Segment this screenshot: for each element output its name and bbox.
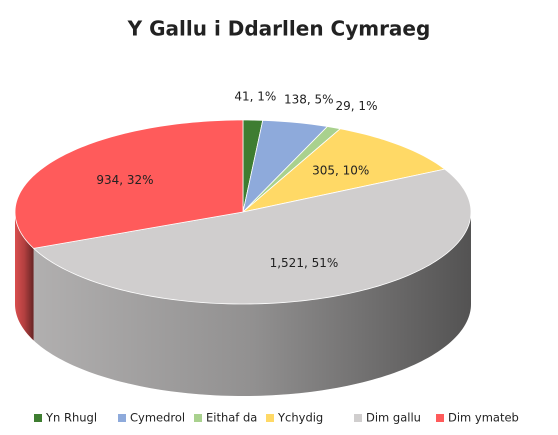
legend-label: Dim gallu <box>366 411 421 425</box>
legend-label: Ychydig <box>277 411 323 425</box>
legend-label: Yn Rhugl <box>45 411 97 425</box>
legend-label: Eithaf da <box>206 411 257 425</box>
legend-swatch <box>118 414 126 422</box>
slice <box>14 119 244 249</box>
slice <box>242 119 329 214</box>
data-label: 138, 5% <box>284 93 334 107</box>
slice <box>32 168 472 305</box>
legend-swatch <box>436 414 444 422</box>
chart-title: Y Gallu i Ddarllen Cymraeg <box>127 17 431 41</box>
legend-label: Dim ymateb <box>448 411 519 425</box>
legend-label: Cymedrol <box>130 411 185 425</box>
legend-swatch <box>266 414 274 422</box>
legend-swatch <box>34 414 42 422</box>
slice <box>242 128 446 213</box>
data-label: 29, 1% <box>336 99 378 113</box>
data-label: 41, 1% <box>234 90 276 104</box>
legend-swatch <box>194 414 202 422</box>
legend-swatch <box>354 414 362 422</box>
data-label: 305, 10% <box>312 163 369 177</box>
data-label: 934, 32% <box>96 173 153 187</box>
data-label: 1,521, 51% <box>270 256 339 270</box>
